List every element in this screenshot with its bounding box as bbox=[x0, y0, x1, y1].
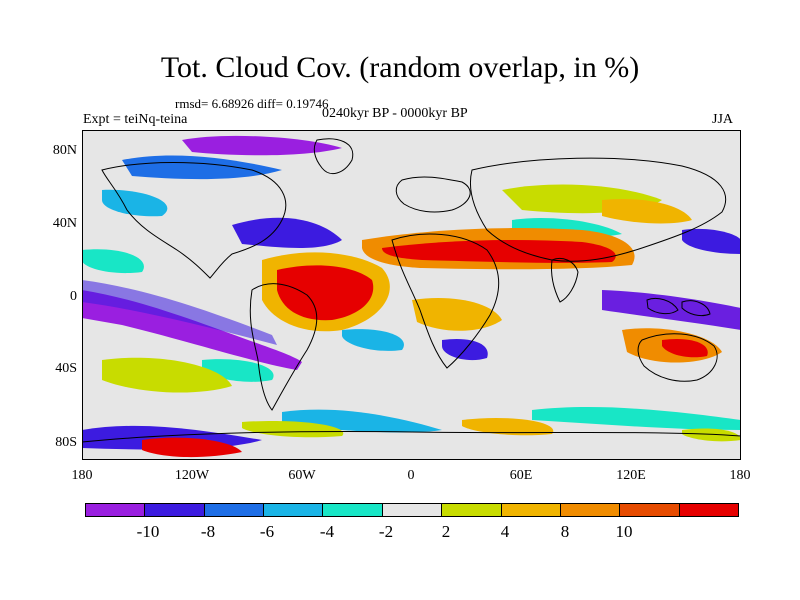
lon-label-120w: 120W bbox=[174, 468, 210, 483]
colorbar-swatch bbox=[145, 504, 205, 516]
colorbar-swatch bbox=[560, 504, 621, 516]
colorbar-swatch bbox=[501, 504, 561, 516]
lon-label-60e: 60E bbox=[509, 468, 533, 483]
stats-text: rmsd= 6.68926 diff= 0.19746 bbox=[175, 96, 329, 111]
colorbar bbox=[85, 503, 739, 517]
lat-label-80s: 80S bbox=[55, 435, 77, 450]
anomaly-region bbox=[342, 329, 404, 351]
colorbar-label: -6 bbox=[259, 522, 275, 541]
colorbar-swatch bbox=[679, 504, 738, 516]
anomaly-region bbox=[682, 228, 741, 254]
lat-label-40s: 40S bbox=[55, 361, 77, 376]
lon-label-60w: 60W bbox=[288, 468, 316, 483]
anomaly-region bbox=[682, 428, 741, 442]
anomaly-region bbox=[532, 407, 741, 430]
colorbar-swatch bbox=[204, 504, 265, 516]
colorbar-swatch bbox=[323, 504, 383, 516]
anomaly-region bbox=[232, 217, 342, 248]
lat-label-80n: 80N bbox=[52, 143, 77, 158]
lon-label-180e: 180 bbox=[729, 468, 751, 483]
experiment-text: Expt = teiNq-teina bbox=[83, 112, 188, 127]
map-panel bbox=[82, 130, 741, 460]
anomaly-region bbox=[602, 290, 741, 330]
anomaly-region bbox=[277, 265, 374, 321]
coastline-lines bbox=[82, 138, 741, 443]
colorbar-label: -2 bbox=[378, 522, 394, 541]
anomaly-region bbox=[82, 280, 277, 345]
colorbar-label: 8 bbox=[560, 522, 570, 541]
colorbar-label: -10 bbox=[136, 522, 160, 541]
anomaly-region bbox=[412, 298, 502, 331]
colorbar-label: -4 bbox=[319, 522, 335, 541]
colorbar-swatch bbox=[442, 504, 502, 516]
colorbar-label: 2 bbox=[441, 522, 451, 541]
colorbar-label: 4 bbox=[500, 522, 510, 541]
period-text: 0240kyr BP - 0000kyr BP bbox=[322, 106, 468, 121]
anomaly-region bbox=[142, 437, 242, 458]
colorbar-label: -8 bbox=[200, 522, 216, 541]
anomaly-region bbox=[602, 198, 692, 224]
anomaly-region bbox=[242, 420, 344, 438]
anomaly-region bbox=[82, 249, 144, 274]
anomaly-region bbox=[182, 135, 342, 156]
anomaly-region bbox=[462, 417, 554, 436]
anomaly-region bbox=[102, 189, 168, 217]
colorbar-swatch bbox=[382, 504, 443, 516]
plot-title: Tot. Cloud Cov. (random overlap, in %) bbox=[160, 51, 640, 84]
lon-label-120e: 120E bbox=[616, 468, 646, 483]
colorbar-swatch bbox=[620, 504, 680, 516]
lon-label-0: 0 bbox=[407, 468, 415, 483]
anomaly-region bbox=[102, 357, 232, 393]
colorbar-swatch bbox=[86, 504, 146, 516]
lat-label-0: 0 bbox=[70, 289, 77, 304]
colorbar-label: 10 bbox=[615, 522, 633, 541]
lat-label-40n: 40N bbox=[52, 216, 77, 231]
anomaly-region bbox=[662, 338, 708, 358]
anomaly-field bbox=[82, 135, 741, 458]
season-text: JJA bbox=[712, 112, 734, 127]
anomaly-region bbox=[382, 240, 616, 263]
colorbar-swatch bbox=[264, 504, 324, 516]
lon-label-180w: 180 bbox=[71, 468, 93, 483]
anomaly-region bbox=[122, 155, 282, 180]
